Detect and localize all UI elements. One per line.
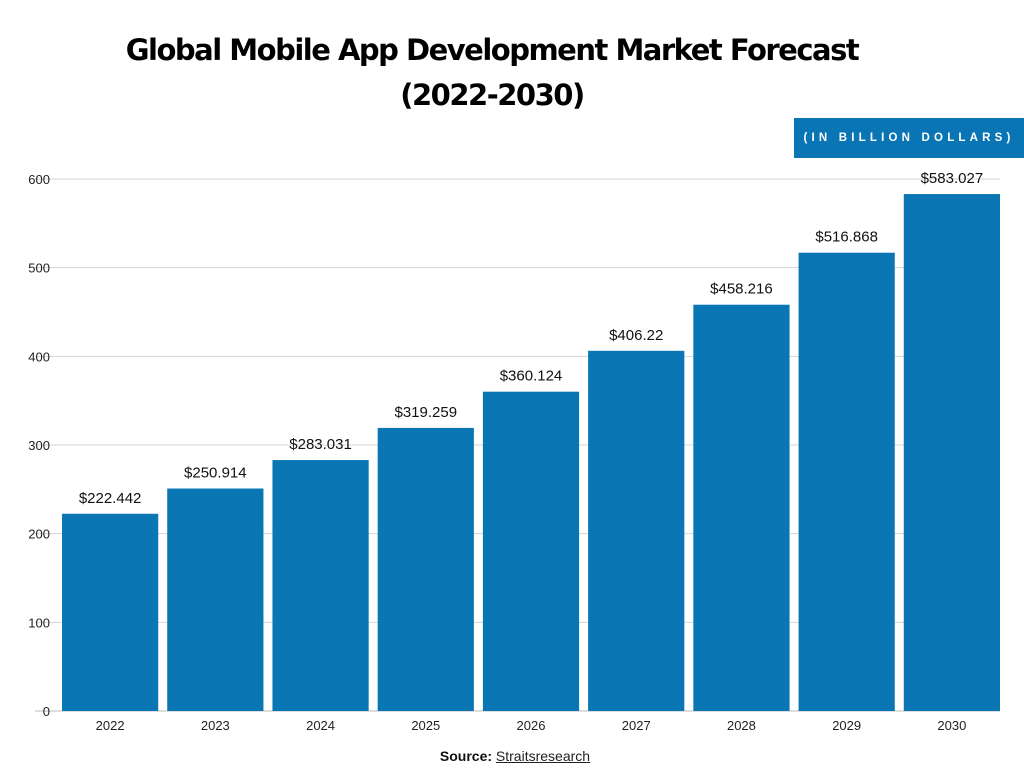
y-tick-label: 400 bbox=[28, 349, 50, 364]
bar-2028 bbox=[693, 304, 790, 711]
y-tick-label: 0 bbox=[43, 704, 50, 719]
bar-2025 bbox=[377, 427, 474, 711]
y-tick-label: 100 bbox=[28, 615, 50, 630]
data-label: $516.868 bbox=[815, 229, 878, 246]
bar-2022 bbox=[62, 513, 159, 711]
bar-2026 bbox=[482, 391, 580, 711]
source-label: Source: bbox=[439, 748, 493, 764]
x-tick-label: 2027 bbox=[622, 718, 651, 733]
unit-badge: (IN BILLION DOLLARS) bbox=[794, 118, 1024, 158]
data-label: $583.027 bbox=[921, 170, 984, 187]
data-label: $406.22 bbox=[609, 327, 663, 344]
data-label: $250.914 bbox=[184, 465, 247, 482]
y-tick-label: 300 bbox=[28, 438, 50, 453]
data-label: $283.031 bbox=[289, 436, 352, 453]
x-tick-label: 2029 bbox=[832, 718, 861, 733]
source-note: Source: Straitsresearch bbox=[0, 748, 1024, 764]
y-tick-label: 200 bbox=[28, 527, 50, 542]
data-label: $458.216 bbox=[710, 281, 773, 298]
x-tick-label: 2026 bbox=[517, 718, 546, 733]
data-label: $319.259 bbox=[394, 404, 457, 421]
bar-2029 bbox=[798, 252, 895, 711]
x-tick-label: 2030 bbox=[937, 718, 966, 733]
title-line-2: (2022-2030) bbox=[400, 78, 585, 112]
x-tick-label: 2022 bbox=[96, 718, 125, 733]
title-line-1: Global Mobile App Development Market For… bbox=[125, 33, 860, 67]
x-tick-label: 2024 bbox=[306, 718, 335, 733]
bar-2023 bbox=[167, 488, 264, 711]
data-label: $360.124 bbox=[500, 368, 563, 385]
chart-title: Global Mobile App Development Market For… bbox=[0, 28, 984, 118]
y-tick-label: 500 bbox=[28, 261, 50, 276]
y-tick-label: 600 bbox=[28, 172, 50, 187]
bar-2027 bbox=[588, 350, 685, 711]
data-label: $222.442 bbox=[79, 490, 142, 507]
x-tick-label: 2028 bbox=[727, 718, 756, 733]
bar-2030 bbox=[903, 194, 1000, 712]
x-tick-label: 2025 bbox=[411, 718, 440, 733]
x-tick-label: 2023 bbox=[201, 718, 230, 733]
bar-2024 bbox=[272, 460, 369, 711]
source-link[interactable]: Straitsresearch bbox=[495, 748, 591, 764]
